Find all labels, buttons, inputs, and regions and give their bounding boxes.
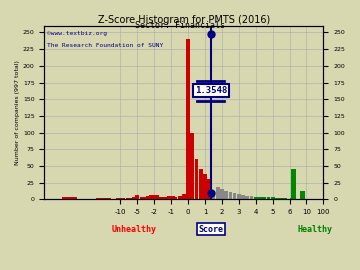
Bar	[140, 197, 145, 200]
Bar	[149, 195, 159, 200]
Bar	[190, 133, 194, 200]
Bar	[182, 194, 186, 200]
Bar	[62, 197, 77, 200]
Bar	[262, 197, 266, 200]
Y-axis label: Number of companies (997 total): Number of companies (997 total)	[15, 60, 20, 165]
Text: Score: Score	[198, 225, 224, 234]
Text: Healthy: Healthy	[297, 225, 332, 234]
Bar	[207, 179, 211, 200]
Bar	[279, 198, 283, 200]
Bar	[126, 198, 129, 200]
Bar	[233, 193, 237, 200]
Bar	[275, 198, 279, 200]
Bar	[246, 196, 249, 200]
Text: ©www.textbiz.org: ©www.textbiz.org	[47, 31, 107, 36]
Bar	[146, 196, 151, 200]
Bar	[199, 169, 203, 200]
Bar	[79, 199, 94, 200]
Text: The Research Foundation of SUNY: The Research Foundation of SUNY	[47, 43, 163, 48]
Bar	[283, 198, 287, 200]
Bar	[267, 197, 270, 200]
Bar	[229, 192, 232, 200]
Bar	[195, 159, 198, 200]
Bar	[271, 197, 275, 200]
Bar	[96, 198, 111, 200]
Text: Unhealthy: Unhealthy	[112, 225, 157, 234]
Bar	[216, 187, 220, 200]
Bar	[116, 198, 125, 200]
Bar	[254, 197, 258, 200]
Bar	[186, 39, 190, 200]
Bar	[220, 189, 224, 200]
Text: 1.3548: 1.3548	[195, 86, 227, 95]
Text: Sector: Financials: Sector: Financials	[135, 21, 225, 30]
Bar	[132, 197, 135, 200]
Bar	[237, 194, 241, 200]
Bar	[203, 174, 207, 200]
Bar	[258, 197, 262, 200]
Bar	[178, 196, 181, 200]
Bar	[159, 197, 167, 200]
Bar	[241, 195, 245, 200]
Bar	[122, 199, 125, 200]
Bar	[300, 191, 305, 200]
Bar	[167, 196, 175, 200]
Bar	[291, 169, 296, 200]
Title: Z-Score Histogram for PMTS (2016): Z-Score Histogram for PMTS (2016)	[98, 15, 270, 25]
Bar	[250, 196, 253, 200]
Bar	[224, 191, 228, 200]
Bar	[212, 191, 215, 200]
Bar	[290, 198, 291, 200]
Bar	[174, 197, 177, 200]
Bar	[135, 195, 139, 200]
Bar	[129, 198, 132, 200]
